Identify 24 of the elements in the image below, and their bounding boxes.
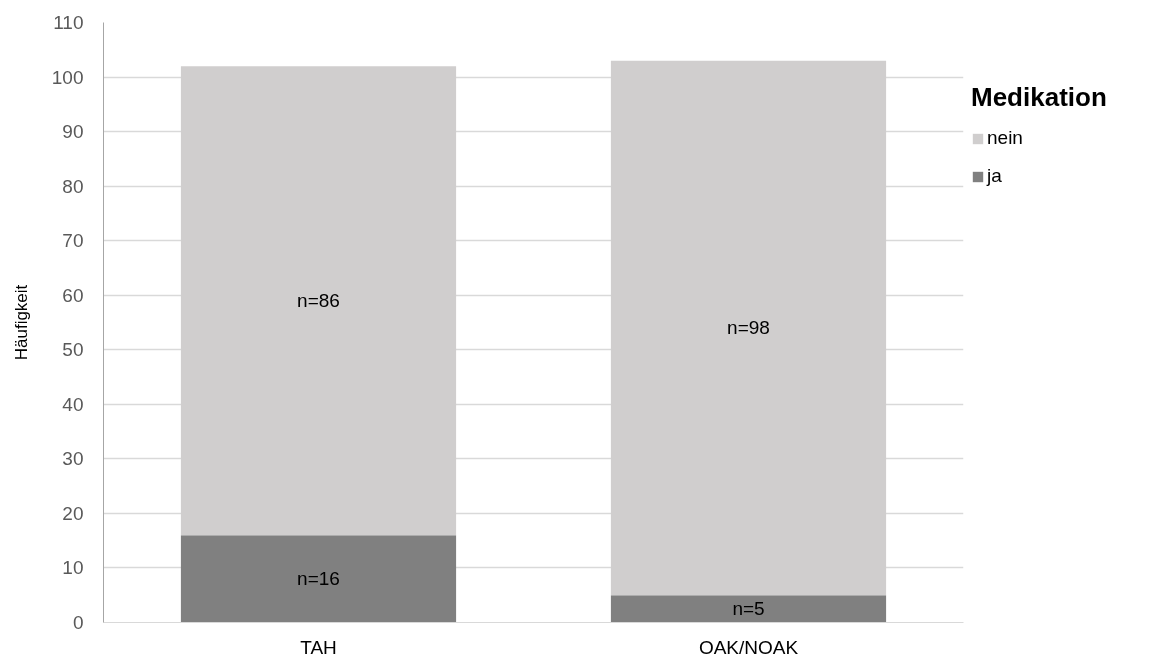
y-tick-label: 20 bbox=[62, 502, 84, 524]
y-tick-label: 50 bbox=[62, 339, 84, 361]
legend-label: ja bbox=[987, 165, 1003, 187]
x-tick-label: OAK/NOAK bbox=[698, 636, 799, 658]
y-tick-label: 30 bbox=[62, 448, 84, 470]
data-label: n=16 bbox=[297, 568, 340, 590]
bar bbox=[610, 595, 887, 623]
y-tick-label: 0 bbox=[72, 612, 84, 633]
y-tick-label: 60 bbox=[62, 284, 84, 306]
y-tick-label: 70 bbox=[62, 230, 84, 252]
y-tick-label: 110 bbox=[53, 12, 84, 33]
y-tick-label: 40 bbox=[62, 393, 84, 415]
data-label: n=98 bbox=[727, 317, 770, 339]
y-axis-title: Häufigkeit bbox=[11, 284, 31, 361]
data-label: n=86 bbox=[297, 290, 340, 312]
y-tick-label: 80 bbox=[62, 175, 84, 197]
legend-title: Medikation bbox=[971, 82, 1107, 113]
y-tick-label: 10 bbox=[62, 557, 84, 579]
legend-label: nein bbox=[987, 127, 1023, 149]
y-tick-label: 100 bbox=[51, 66, 84, 88]
x-tick-label: TAH bbox=[300, 636, 337, 658]
bar bbox=[180, 535, 457, 623]
y-tick-label: 90 bbox=[62, 121, 84, 143]
data-label: n=5 bbox=[732, 598, 765, 620]
